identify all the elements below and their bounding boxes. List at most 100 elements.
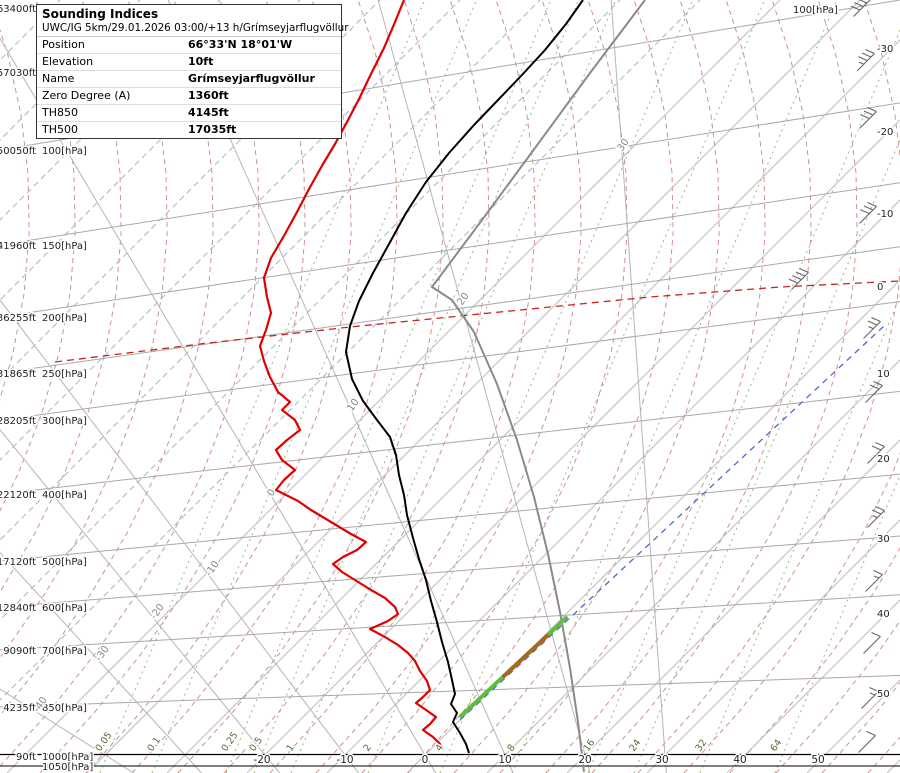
right-temp-label: 40 bbox=[877, 609, 890, 620]
barb-shaft bbox=[863, 321, 881, 339]
pressure-label: 100[hPa] bbox=[42, 146, 87, 157]
pressure-label: 700[hPa] bbox=[42, 646, 87, 657]
barb-half-tick bbox=[868, 326, 874, 330]
info-value: 4145ft bbox=[188, 106, 229, 119]
info-value: 1360ft bbox=[188, 89, 229, 102]
moist-adiabat-line bbox=[0, 0, 168, 659]
altitude-label: 4235ft bbox=[3, 703, 36, 714]
barb-tick bbox=[858, 0, 868, 4]
isobar-line bbox=[0, 301, 900, 421]
bottom-temp-label: 10 bbox=[498, 754, 511, 766]
moist-adiabat-line bbox=[85, 0, 352, 773]
mixing-ratio-line bbox=[439, 0, 766, 773]
barb-tick bbox=[860, 209, 870, 215]
isotherm-line bbox=[86, 0, 861, 773]
barb-tick bbox=[873, 381, 883, 387]
info-value: 17035ft bbox=[188, 123, 237, 136]
mixing-ratio-line bbox=[587, 28, 900, 773]
barb-shaft bbox=[867, 510, 885, 528]
pressure-label: 250[hPa] bbox=[42, 369, 87, 380]
panel-rows: Position 66°33'N 18°01'W Elevation 10ft Name… bbox=[37, 37, 341, 138]
mixing-ratio-line bbox=[633, 138, 900, 773]
blue-dashed-line bbox=[459, 325, 885, 721]
altitude-label: 28205ft bbox=[0, 416, 36, 427]
right-temp-label: 30 bbox=[877, 534, 890, 545]
moist-adiabat-line bbox=[637, 0, 900, 773]
isobar-line bbox=[0, 535, 900, 608]
info-row: Zero Degree (A) 1360ft bbox=[37, 88, 341, 105]
fan-line-label: 10 bbox=[345, 397, 361, 414]
mixing-ratio-line bbox=[699, 295, 900, 773]
barb-tick bbox=[860, 114, 870, 120]
pressure-label: 200[hPa] bbox=[42, 313, 87, 324]
barb-tick bbox=[799, 268, 809, 274]
wind-barb bbox=[857, 49, 875, 71]
moist-adiabat-line bbox=[545, 0, 812, 773]
isotherm-line bbox=[806, 679, 900, 773]
barb-tick bbox=[850, 5, 861, 11]
pressure-label: 300[hPa] bbox=[42, 416, 87, 427]
wind-barb bbox=[850, 0, 871, 17]
barb-shaft bbox=[858, 735, 876, 753]
mixing-ratio-label: 24 bbox=[627, 738, 643, 754]
info-row: TH850 4145ft bbox=[37, 105, 341, 122]
pressure-label: 150[hPa] bbox=[42, 241, 87, 252]
wind-barb bbox=[863, 632, 881, 654]
barb-shaft bbox=[863, 636, 881, 654]
mixing-ratio-label: 32 bbox=[693, 738, 709, 754]
barb-tick bbox=[854, 2, 864, 8]
mixing-ratio-label: 2 bbox=[361, 742, 373, 753]
barb-tick bbox=[792, 275, 802, 281]
mixing-ratio-line bbox=[774, 474, 900, 773]
mixing-ratio-line bbox=[290, 0, 617, 773]
wind-barb bbox=[861, 687, 879, 709]
wind-barb bbox=[788, 268, 809, 290]
barb-tick bbox=[861, 52, 872, 58]
bottom-axis-labels: -20 -10 0 10 20 30 40 50 bbox=[252, 753, 826, 768]
barb-tick bbox=[867, 107, 877, 113]
moist-adiabat-line bbox=[683, 452, 900, 773]
altitude-label: 36255ft bbox=[0, 313, 36, 324]
right-axis-labels: -30 -20 -10 0 10 20 30 40 50 100[hPa] bbox=[792, 4, 895, 702]
barb-shaft bbox=[861, 691, 879, 709]
panel-subtitle: UWC/IG 5km/29.01.2026 03:00/+13 h/Grímse… bbox=[37, 22, 349, 37]
barb-tick bbox=[867, 202, 877, 208]
barb-half-tick bbox=[869, 692, 876, 696]
info-label: Elevation bbox=[42, 55, 94, 68]
barb-shaft bbox=[857, 53, 875, 71]
moist-adiabat-line bbox=[361, 0, 628, 773]
mixing-ratio-line bbox=[151, 0, 478, 773]
barb-tick bbox=[869, 687, 879, 693]
moist-adiabat-line bbox=[0, 28, 30, 401]
altitude-label: 41960ft bbox=[0, 241, 36, 252]
wind-barb bbox=[867, 442, 885, 464]
highlight-segment-orange bbox=[502, 634, 549, 678]
fan-line bbox=[610, 0, 667, 773]
barb-tick bbox=[873, 570, 883, 576]
temperature-curve bbox=[345, 0, 584, 754]
barb-shaft bbox=[791, 272, 809, 290]
bottom-temp-label: 50 bbox=[811, 754, 824, 766]
mixing-ratio-label: 64 bbox=[768, 738, 784, 754]
barb-half-tick bbox=[872, 515, 878, 519]
info-label: Position bbox=[42, 38, 85, 51]
barb-shaft bbox=[865, 385, 883, 403]
left-axis-labels: 63400ft 57030ft 50050ft 100[hPa] 41960ft 150[… bbox=[0, 3, 95, 773]
fan-line-label: -10 bbox=[203, 559, 221, 579]
wind-barb bbox=[858, 731, 876, 753]
moist-adiabat-line bbox=[131, 0, 398, 773]
isotherm-line bbox=[166, 39, 900, 773]
wind-barb bbox=[867, 506, 885, 528]
fan-line bbox=[0, 299, 360, 773]
barb-tick bbox=[858, 56, 868, 62]
moist-adiabat-line bbox=[0, 0, 260, 768]
axis-lines bbox=[0, 753, 900, 767]
moist-adiabat-line bbox=[0, 0, 214, 716]
wind-barb bbox=[859, 107, 877, 129]
barb-tick bbox=[788, 278, 799, 284]
barb-half-tick bbox=[858, 61, 865, 65]
info-value: Grímseyjarflugvöllur bbox=[188, 72, 315, 85]
bottom-temp-label: 0 bbox=[422, 754, 429, 766]
